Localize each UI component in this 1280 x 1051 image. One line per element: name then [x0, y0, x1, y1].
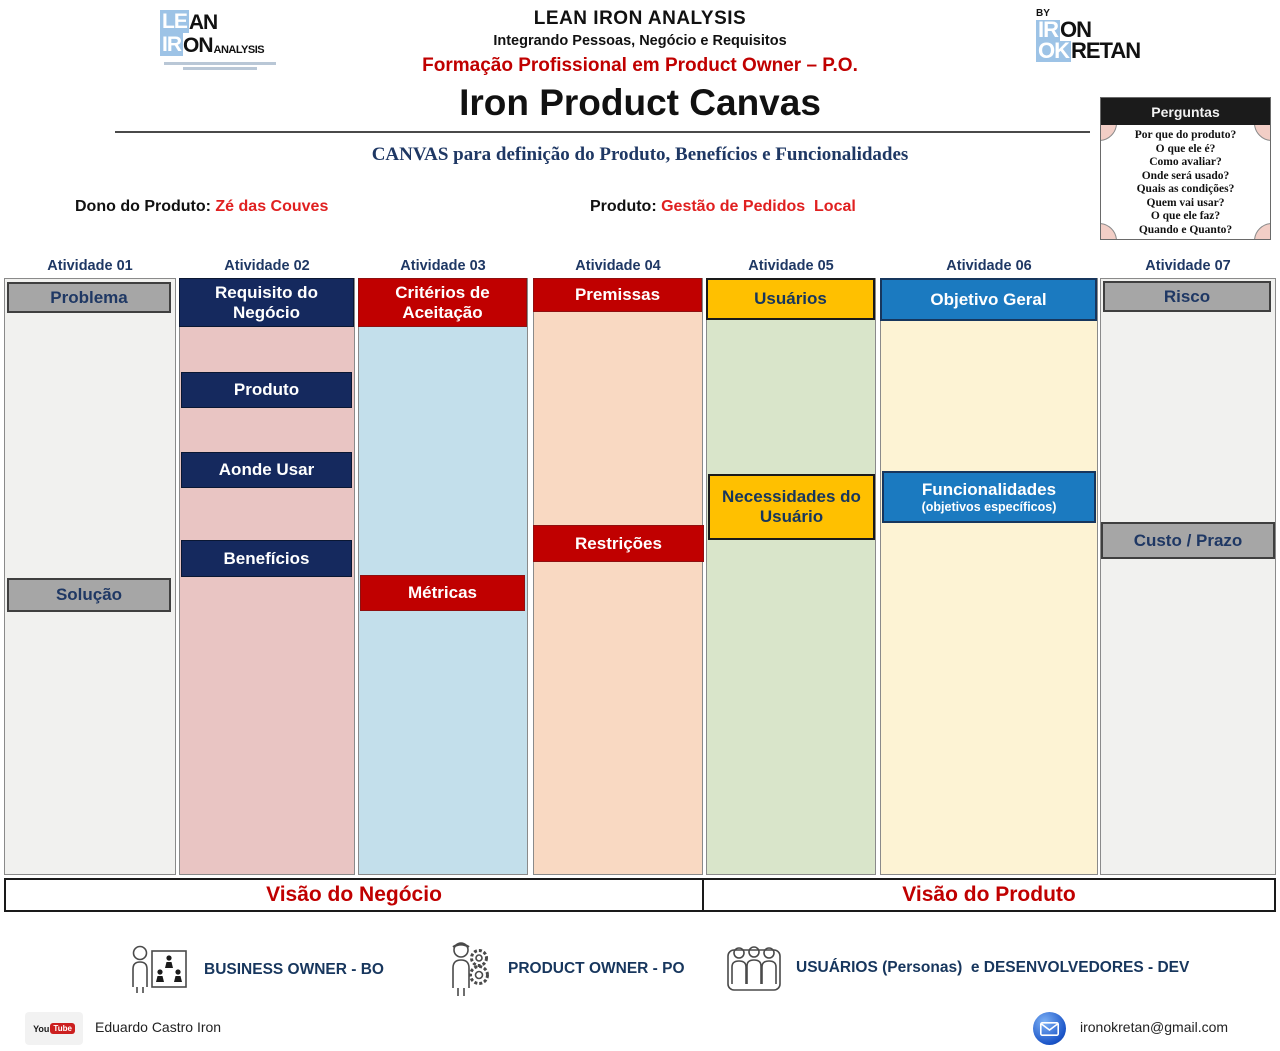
legend-users-developers: USUÁRIOS (Personas) e DESENVOLVEDORES - …	[726, 942, 1189, 994]
block-premissas[interactable]: Premissas	[533, 278, 702, 312]
product-owner-icon	[446, 938, 494, 1000]
block-criterios-aceitacao[interactable]: Critérios de Aceitação	[358, 278, 527, 327]
email-icon[interactable]	[1033, 1012, 1066, 1045]
logo-block-ok: OK	[1036, 37, 1071, 63]
block-objetivo-geral[interactable]: Objetivo Geral	[880, 278, 1097, 321]
legend-product-owner: PRODUCT OWNER - PO	[446, 938, 685, 1000]
column-requisito: Requisito do Negócio Produto Aonde Usar …	[179, 278, 355, 875]
legend-dev-label: USUÁRIOS (Personas) e DESENVOLVEDORES - …	[796, 959, 1190, 976]
perguntas-title: Perguntas	[1101, 98, 1270, 125]
logo-text-on2: ON	[1060, 17, 1092, 42]
block-funcionalidades[interactable]: Funcionalidades (objetivos específicos)	[882, 471, 1096, 523]
block-beneficios[interactable]: Benefícios	[181, 540, 352, 577]
logo-text-on: ON	[183, 34, 213, 57]
activity-label-05: Atividade 05	[748, 258, 834, 274]
block-solucao[interactable]: Solução	[7, 578, 171, 612]
legend-bo-label: BUSINESS OWNER - BO	[204, 961, 384, 978]
block-necessidades-usuario[interactable]: Necessidades do Usuário	[708, 474, 875, 540]
brand-title: LEAN IRON ANALYSIS	[533, 8, 747, 29]
block-custo-prazo[interactable]: Custo / Prazo	[1101, 522, 1275, 559]
activity-label-06: Atividade 06	[946, 258, 1032, 274]
block-problema[interactable]: Problema	[7, 282, 171, 313]
training-title: Formação Profissional em Product Owner –…	[422, 55, 858, 76]
column-risco: Risco Custo / Prazo	[1100, 278, 1276, 875]
pergunta-item: Onde será usado?	[1141, 169, 1230, 182]
block-aonde-usar[interactable]: Aonde Usar	[181, 452, 352, 488]
business-owner-icon	[128, 942, 190, 998]
logo-tagline	[160, 62, 280, 70]
product-value: Gestão de Pedidos Local	[661, 198, 856, 215]
block-produto[interactable]: Produto	[181, 372, 352, 408]
activity-label-01: Atividade 01	[47, 258, 133, 274]
youtube-you-text: You	[33, 1023, 50, 1034]
column-problema: Problema Solução	[4, 278, 176, 875]
pergunta-item: Quais as condições?	[1136, 183, 1235, 195]
logo-text-analysis: ANALYSIS	[213, 44, 265, 56]
block-metricas[interactable]: Métricas	[360, 575, 525, 611]
logo-block-le: LE	[160, 10, 189, 33]
column-premissas: Premissas Restrições	[533, 278, 704, 875]
logo-block-ir: IR	[160, 33, 183, 56]
pergunta-item: Como avaliar?	[1149, 156, 1222, 168]
brand-subtitle: Integrando Pessoas, Negócio e Requisitos	[493, 33, 787, 49]
activity-label-07: Atividade 07	[1145, 258, 1231, 274]
logo-block-ir2: IR	[1036, 17, 1060, 42]
pergunta-item: O que ele faz?	[1150, 210, 1221, 222]
perguntas-list: Por que do produto? O que ele é? Como av…	[1101, 125, 1270, 239]
youtube-channel-name: Eduardo Castro Iron	[95, 1019, 222, 1035]
legend-business-owner: BUSINESS OWNER - BO	[128, 942, 384, 998]
perguntas-panel: Perguntas Por que do produto? O que ele …	[1100, 97, 1271, 240]
view-negocio-bar: Visão do Negócio	[4, 878, 704, 912]
block-requisito-negocio[interactable]: Requisito do Negócio	[179, 278, 354, 327]
logo-text-retan: RETAN	[1071, 37, 1141, 63]
column-objetivo: Objetivo Geral Funcionalidades (objetivo…	[880, 278, 1098, 875]
product-field: Produto: Gestão de Pedidos Local	[590, 198, 856, 216]
owner-value: Zé das Couves	[215, 198, 329, 215]
lean-iron-analysis-logo: LE AN IR ON ANALYSIS	[160, 10, 280, 72]
pergunta-item: Por que do produto?	[1134, 129, 1237, 141]
legend-po-label: PRODUCT OWNER - PO	[508, 960, 685, 977]
pergunta-item: Quando e Quanto?	[1138, 223, 1233, 236]
owner-label: Dono do Produto:	[75, 198, 216, 215]
header-divider	[115, 131, 1090, 133]
activity-label-02: Atividade 02	[224, 258, 310, 274]
users-personas-icon	[726, 942, 782, 994]
ironokretan-logo: BY IR ON OK RETAN	[1036, 8, 1166, 62]
block-risco[interactable]: Risco	[1103, 281, 1271, 312]
block-usuarios[interactable]: Usuários	[706, 278, 875, 320]
column-criterios: Critérios de Aceitação Métricas	[358, 278, 528, 875]
page-title: Iron Product Canvas	[459, 82, 821, 123]
product-owner-field: Dono do Produto: Zé das Couves	[75, 198, 328, 216]
youtube-tube-badge: Tube	[50, 1023, 75, 1034]
activity-label-03: Atividade 03	[400, 258, 486, 274]
youtube-logo[interactable]: You Tube	[25, 1012, 83, 1045]
product-label: Produto:	[590, 198, 662, 215]
canvas-subtitle: CANVAS para definição do Produto, Benefí…	[371, 144, 909, 165]
contact-email: ironokretan@gmail.com	[1080, 1019, 1229, 1035]
logo-by-text: BY	[1036, 8, 1050, 19]
block-restricoes[interactable]: Restrições	[533, 525, 704, 562]
column-usuarios: Usuários Necessidades do Usuário	[706, 278, 876, 875]
pergunta-item: O que ele é?	[1155, 142, 1216, 155]
logo-text-an: AN	[188, 11, 218, 34]
activity-label-04: Atividade 04	[575, 258, 661, 274]
view-produto-bar: Visão do Produto	[702, 878, 1276, 912]
pergunta-item: Quem vai usar?	[1146, 196, 1225, 209]
